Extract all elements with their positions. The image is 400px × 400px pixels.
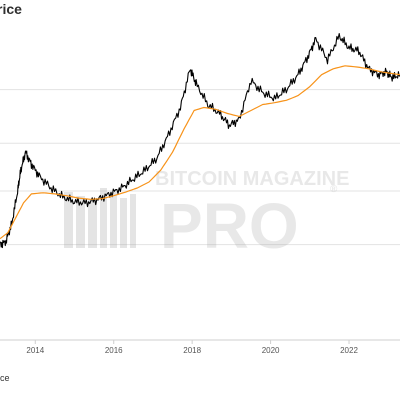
- x-tick-label-2016: 2016: [105, 346, 123, 355]
- chart-title: rice: [0, 1, 22, 17]
- moving-average-line: [0, 65, 400, 240]
- x-tick-label-2022: 2022: [340, 346, 358, 355]
- price-line: [0, 33, 400, 249]
- grid-lines: [0, 89, 400, 341]
- x-tick-label-2014: 2014: [26, 346, 44, 355]
- watermark-logo: BITCOIN MAGAZINE PRO ®: [64, 168, 349, 262]
- watermark-line1: BITCOIN MAGAZINE: [155, 168, 349, 190]
- legend-label: ice: [0, 373, 10, 383]
- x-tick-label-2018: 2018: [183, 346, 201, 355]
- x-tick-label-2020: 2020: [262, 346, 280, 355]
- watermark-bars-icon: [64, 188, 136, 248]
- x-axis-ticks: 2014 2016 2018 2020 2022: [26, 340, 358, 355]
- watermark-line2: PRO: [160, 190, 299, 262]
- watermark-registered: ®: [330, 184, 338, 195]
- series-group: [0, 33, 400, 249]
